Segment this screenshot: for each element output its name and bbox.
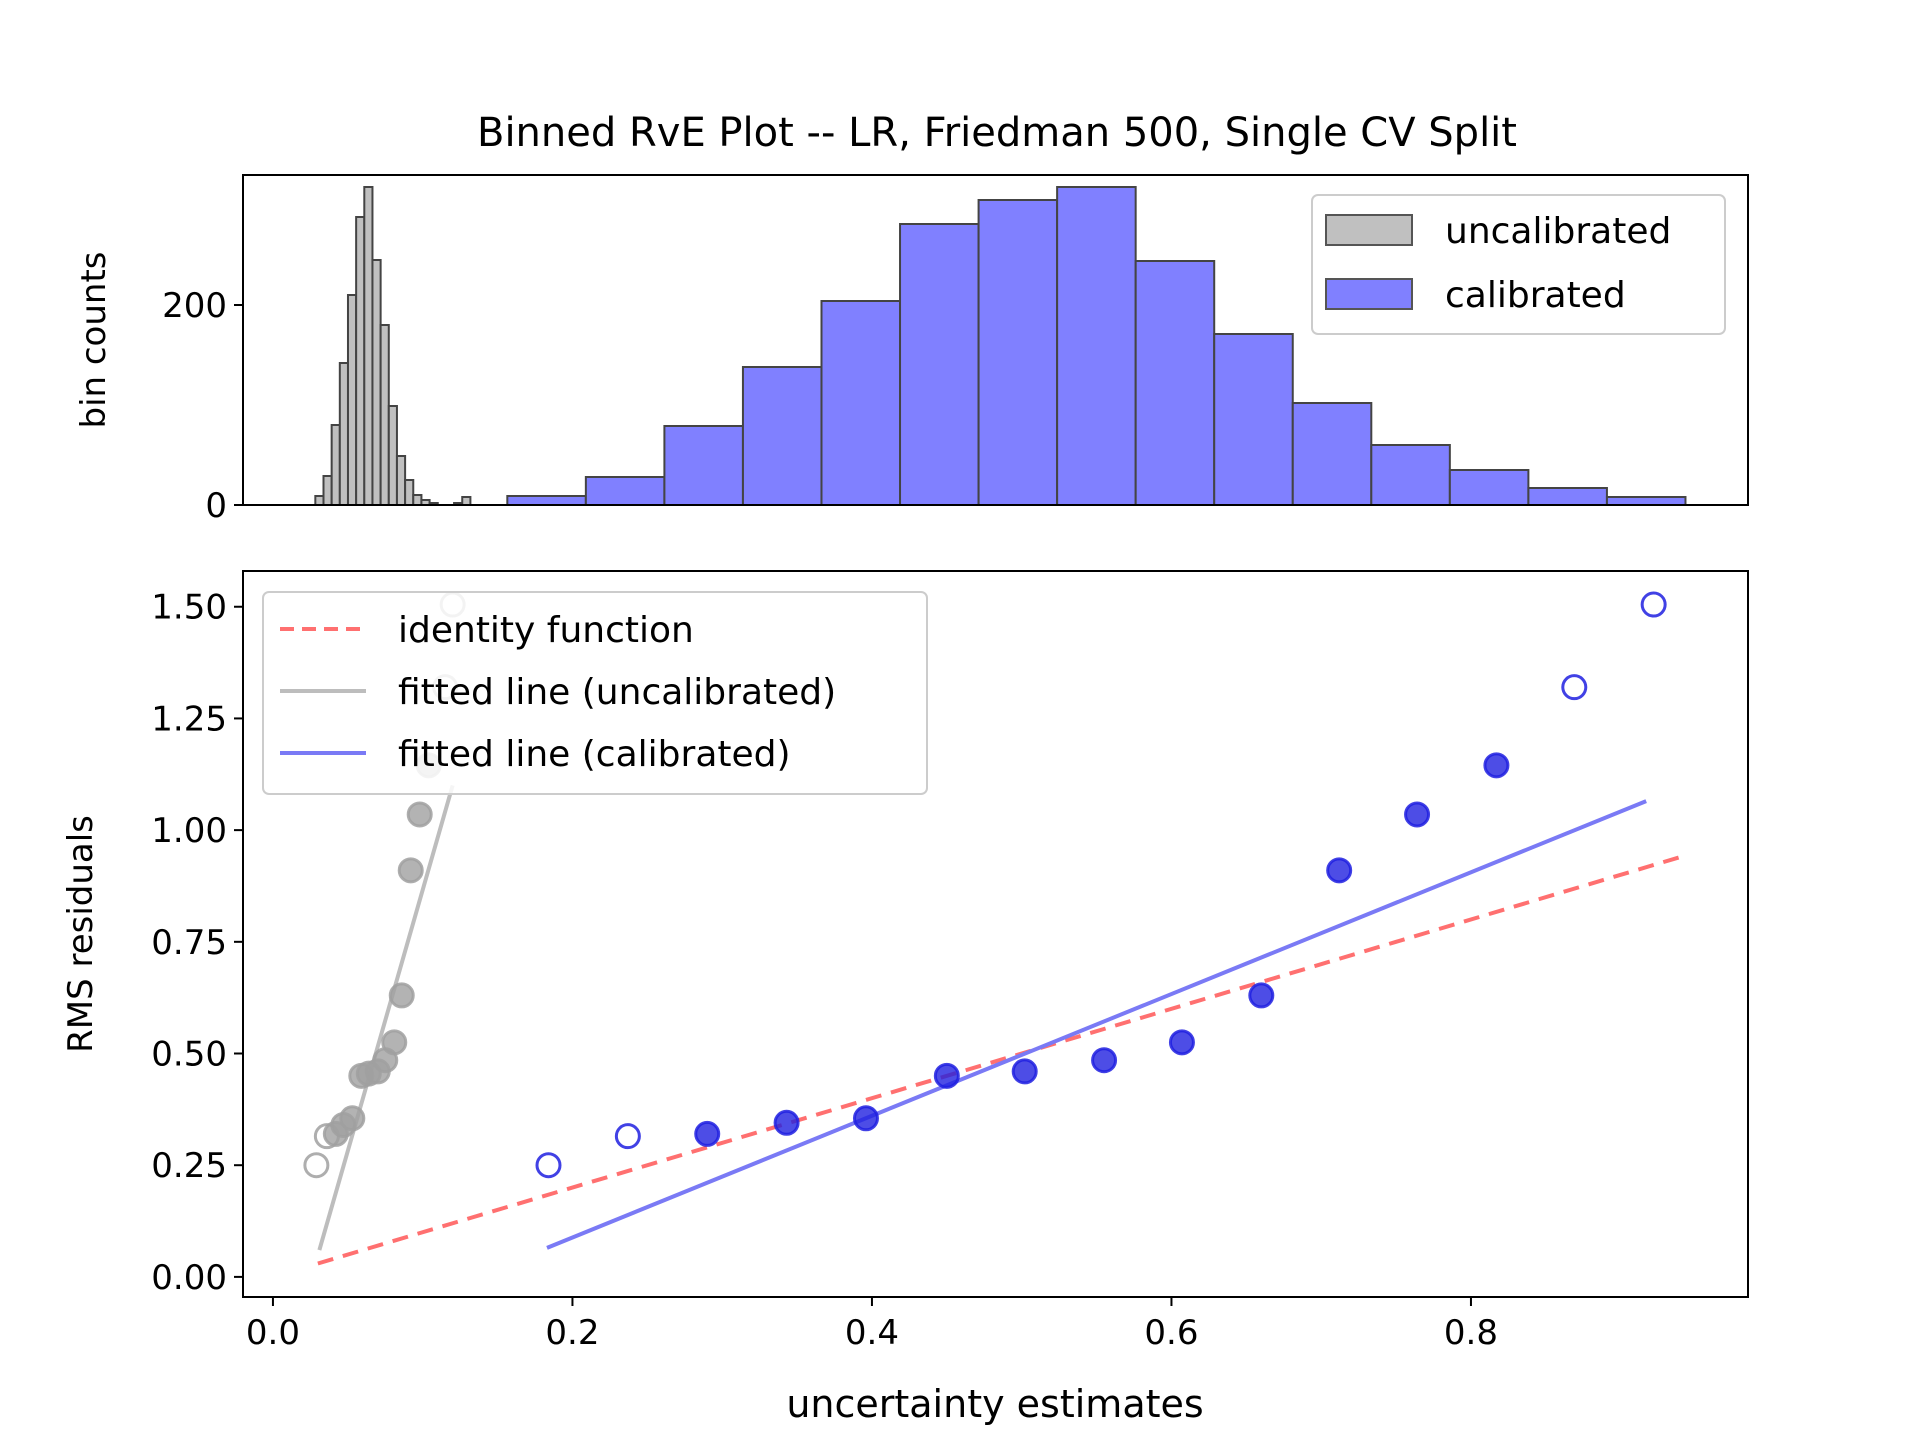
identity-line: [317, 855, 1682, 1266]
histogram-bar-uncalibrated: [322, 475, 333, 506]
point-calibrated: [1326, 857, 1353, 884]
histogram-y-axis-label: bin counts: [74, 251, 114, 428]
histogram-bar-calibrated: [741, 366, 823, 506]
scatter-legend: identity function fitted line (uncalibra…: [262, 591, 928, 795]
point-calibrated: [773, 1109, 800, 1136]
fit-line-calibrated: [546, 799, 1647, 1250]
point-calibrated: [1640, 591, 1667, 618]
histogram-bar-calibrated: [1134, 260, 1216, 506]
histogram-bar-calibrated: [1527, 487, 1608, 506]
scatter-y-tick-label: 1.50: [151, 588, 227, 628]
point-uncalibrated: [388, 982, 415, 1009]
legend-label-identity: identity function: [398, 610, 694, 651]
histogram-bar-calibrated: [1213, 333, 1294, 506]
scatter-x-ticks: 0.0 0.2 0.4 0.6 0.8: [246, 1297, 1498, 1353]
histogram-bar-calibrated: [820, 300, 902, 506]
scatter-y-tick-label: 0.25: [151, 1146, 227, 1186]
point-uncalibrated: [303, 1152, 330, 1179]
point-calibrated: [1483, 752, 1510, 779]
scatter-x-tick-label: 0.6: [1144, 1313, 1198, 1353]
scatter-lines: [317, 784, 1682, 1266]
histogram-bar-calibrated: [1056, 186, 1137, 506]
scatter-y-ticks: 0.00 0.25 0.50 0.75 1.00 1.25 1.50: [151, 588, 243, 1298]
scatter-x-tick-label: 0.4: [845, 1313, 899, 1353]
scatter-panel: 0.0 0.2 0.4 0.6 0.8 0.00 0.25 0.50 0.75 1.00 1.25…: [61, 570, 1749, 1426]
point-calibrated: [933, 1062, 960, 1089]
legend-swatch-calibrated: [1325, 278, 1413, 310]
scatter-y-tick-label: 0.50: [151, 1035, 227, 1075]
histogram-bars: [314, 186, 1687, 506]
histogram-bar-uncalibrated: [355, 216, 366, 506]
histogram-bar-uncalibrated: [379, 324, 390, 506]
legend-swatch-uncalibrated: [1325, 214, 1413, 246]
histogram-y-tick-label: 0: [205, 486, 227, 526]
chart-title: Binned RvE Plot -- LR, Friedman 500, Sin…: [477, 110, 1517, 156]
histogram-bar-uncalibrated: [363, 186, 374, 506]
histogram-bar-uncalibrated: [461, 496, 472, 506]
histogram-bar-uncalibrated: [314, 495, 325, 506]
histogram-y-tick-label: 200: [162, 286, 227, 326]
histogram-bar-uncalibrated: [338, 362, 349, 506]
scatter-y-tick-label: 0.00: [151, 1258, 227, 1298]
histogram-bar-calibrated: [506, 495, 587, 506]
point-calibrated: [1168, 1029, 1195, 1056]
histogram-legend: uncalibrated calibrated: [1311, 194, 1726, 335]
histogram-legend-box: [1311, 194, 1726, 335]
histogram-bar-calibrated: [584, 476, 666, 506]
histogram-axes-frame: [242, 174, 1749, 506]
histogram-bar-calibrated: [1448, 469, 1530, 506]
histogram-bar-calibrated: [663, 425, 744, 506]
histogram-bar-calibrated: [977, 199, 1059, 506]
point-calibrated: [1248, 982, 1275, 1009]
histogram-bar-calibrated: [1605, 496, 1687, 506]
point-uncalibrated: [397, 857, 424, 884]
scatter-points: [303, 591, 1667, 1179]
point-uncalibrated: [381, 1029, 408, 1056]
point-calibrated: [1091, 1047, 1118, 1074]
histogram-bar-uncalibrated: [404, 479, 415, 506]
scatter-y-tick-label: 0.75: [151, 923, 227, 963]
point-calibrated: [614, 1123, 641, 1150]
histogram-bar-uncalibrated: [346, 294, 358, 506]
point-calibrated: [1561, 674, 1588, 701]
histogram-panel: 0 200 bin counts uncalibrated calibrated: [74, 174, 1749, 526]
scatter-x-tick-label: 0.2: [545, 1313, 599, 1353]
histogram-bar-uncalibrated: [387, 405, 398, 506]
histogram-bar-uncalibrated: [412, 494, 423, 506]
histogram-bar-uncalibrated: [395, 455, 407, 506]
legend-label-uncalibrated: uncalibrated: [1445, 211, 1671, 252]
point-uncalibrated: [406, 801, 433, 828]
legend-label-fit-calibrated: fitted line (calibrated): [398, 734, 791, 775]
fit-line-uncalibrated: [317, 784, 455, 1251]
scatter-y-tick-label: 1.00: [151, 811, 227, 851]
point-calibrated: [1011, 1058, 1038, 1085]
scatter-x-tick-label: 0.8: [1444, 1313, 1498, 1353]
point-calibrated: [852, 1105, 879, 1132]
histogram-bar-uncalibrated: [330, 424, 341, 506]
histogram-bar-calibrated: [1370, 444, 1451, 506]
legend-label-calibrated: calibrated: [1445, 275, 1626, 316]
scatter-legend-box: [262, 591, 928, 795]
histogram-bar-calibrated: [1291, 402, 1373, 506]
point-calibrated: [1404, 801, 1431, 828]
legend-label-fit-uncalibrated: fitted line (uncalibrated): [398, 672, 836, 713]
histogram-bar-uncalibrated: [371, 259, 382, 506]
scatter-x-tick-label: 0.0: [246, 1313, 300, 1353]
scatter-x-axis-label: uncertainty estimates: [786, 1382, 1203, 1426]
point-uncalibrated: [339, 1105, 366, 1132]
histogram-y-ticks: 0 200: [162, 286, 243, 526]
scatter-axes-frame: [242, 570, 1749, 1298]
point-calibrated: [694, 1120, 721, 1147]
point-calibrated: [535, 1152, 562, 1179]
scatter-y-tick-label: 1.25: [151, 699, 227, 739]
scatter-y-axis-label: RMS residuals: [61, 815, 101, 1053]
histogram-bar-calibrated: [899, 223, 980, 506]
